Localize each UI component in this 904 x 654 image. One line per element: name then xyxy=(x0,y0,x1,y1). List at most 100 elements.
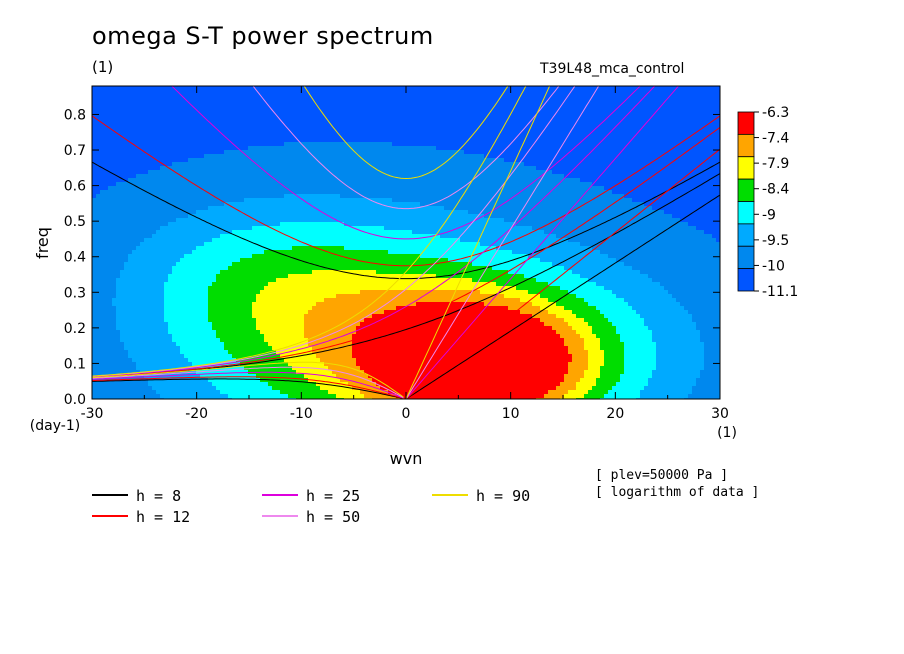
field-cell xyxy=(244,94,248,98)
field-cell xyxy=(156,390,160,394)
field-cell xyxy=(204,326,208,330)
field-cell xyxy=(120,146,124,150)
field-cell xyxy=(172,362,176,366)
field-cell xyxy=(232,106,236,110)
field-cell xyxy=(104,370,108,374)
field-cell xyxy=(256,282,260,286)
field-cell xyxy=(292,378,296,382)
field-cell xyxy=(128,242,132,246)
field-cell xyxy=(256,142,260,146)
field-cell xyxy=(284,178,288,182)
field-cell xyxy=(312,126,316,130)
field-cell xyxy=(96,170,100,174)
field-cell xyxy=(176,394,180,398)
field-cell xyxy=(232,234,236,238)
field-cell xyxy=(220,250,224,254)
field-cell xyxy=(104,130,108,134)
field-cell xyxy=(220,354,224,358)
field-cell xyxy=(268,226,272,230)
field-cell xyxy=(248,130,252,134)
field-cell xyxy=(224,346,228,350)
field-cell xyxy=(124,290,128,294)
field-cell xyxy=(176,146,180,150)
field-cell xyxy=(132,106,136,110)
field-cell xyxy=(288,86,292,90)
field-cell xyxy=(140,162,144,166)
field-cell xyxy=(256,254,260,258)
field-cell xyxy=(244,114,248,118)
field-cell xyxy=(188,386,192,390)
field-cell xyxy=(236,314,240,318)
field-cell xyxy=(208,238,212,242)
field-cell xyxy=(196,230,200,234)
field-cell xyxy=(176,158,180,162)
field-cell xyxy=(336,394,340,398)
field-cell xyxy=(220,382,224,386)
field-cell xyxy=(144,210,148,214)
field-cell xyxy=(112,214,116,218)
field-cell xyxy=(204,254,208,258)
field-cell xyxy=(240,98,244,102)
field-cell xyxy=(124,310,128,314)
field-cell xyxy=(184,274,188,278)
field-cell xyxy=(204,362,208,366)
field-cell xyxy=(228,362,232,366)
field-cell xyxy=(292,342,296,346)
field-cell xyxy=(228,162,232,166)
field-cell xyxy=(336,374,340,378)
field-cell xyxy=(300,190,304,194)
field-cell xyxy=(128,386,132,390)
field-cell xyxy=(168,130,172,134)
field-cell xyxy=(184,214,188,218)
field-cell xyxy=(280,326,284,330)
field-cell xyxy=(176,214,180,218)
field-cell xyxy=(136,394,140,398)
field-cell xyxy=(216,202,220,206)
field-cell xyxy=(152,90,156,94)
field-cell xyxy=(316,138,320,142)
field-cell xyxy=(144,106,148,110)
field-cell xyxy=(132,250,136,254)
field-cell xyxy=(180,126,184,130)
field-cell xyxy=(196,314,200,318)
field-cell xyxy=(100,274,104,278)
field-cell xyxy=(264,146,268,150)
field-cell xyxy=(292,382,296,386)
field-cell xyxy=(336,178,340,182)
field-cell xyxy=(104,150,108,154)
field-cell xyxy=(308,386,312,390)
field-cell xyxy=(180,270,184,274)
field-cell xyxy=(328,230,332,234)
field-cell xyxy=(240,206,244,210)
field-cell xyxy=(256,106,260,110)
field-cell xyxy=(216,278,220,282)
field-cell xyxy=(196,198,200,202)
field-cell xyxy=(240,198,244,202)
field-cell xyxy=(220,262,224,266)
field-cell xyxy=(196,334,200,338)
field-cell xyxy=(248,178,252,182)
field-cell xyxy=(272,218,276,222)
field-cell xyxy=(220,218,224,222)
field-cell xyxy=(332,354,336,358)
field-cell xyxy=(136,362,140,366)
field-cell xyxy=(304,278,308,282)
field-cell xyxy=(156,138,160,142)
field-cell xyxy=(208,350,212,354)
field-cell xyxy=(228,394,232,398)
field-cell xyxy=(284,370,288,374)
field-cell xyxy=(308,350,312,354)
field-cell xyxy=(280,310,284,314)
field-cell xyxy=(212,118,216,122)
field-cell xyxy=(300,134,304,138)
field-cell xyxy=(216,170,220,174)
field-cell xyxy=(216,390,220,394)
field-cell xyxy=(132,126,136,130)
field-cell xyxy=(108,330,112,334)
field-cell xyxy=(296,126,300,130)
field-cell xyxy=(132,386,136,390)
field-cell xyxy=(180,326,184,330)
field-cell xyxy=(176,294,180,298)
field-cell xyxy=(100,306,104,310)
field-cell xyxy=(220,274,224,278)
